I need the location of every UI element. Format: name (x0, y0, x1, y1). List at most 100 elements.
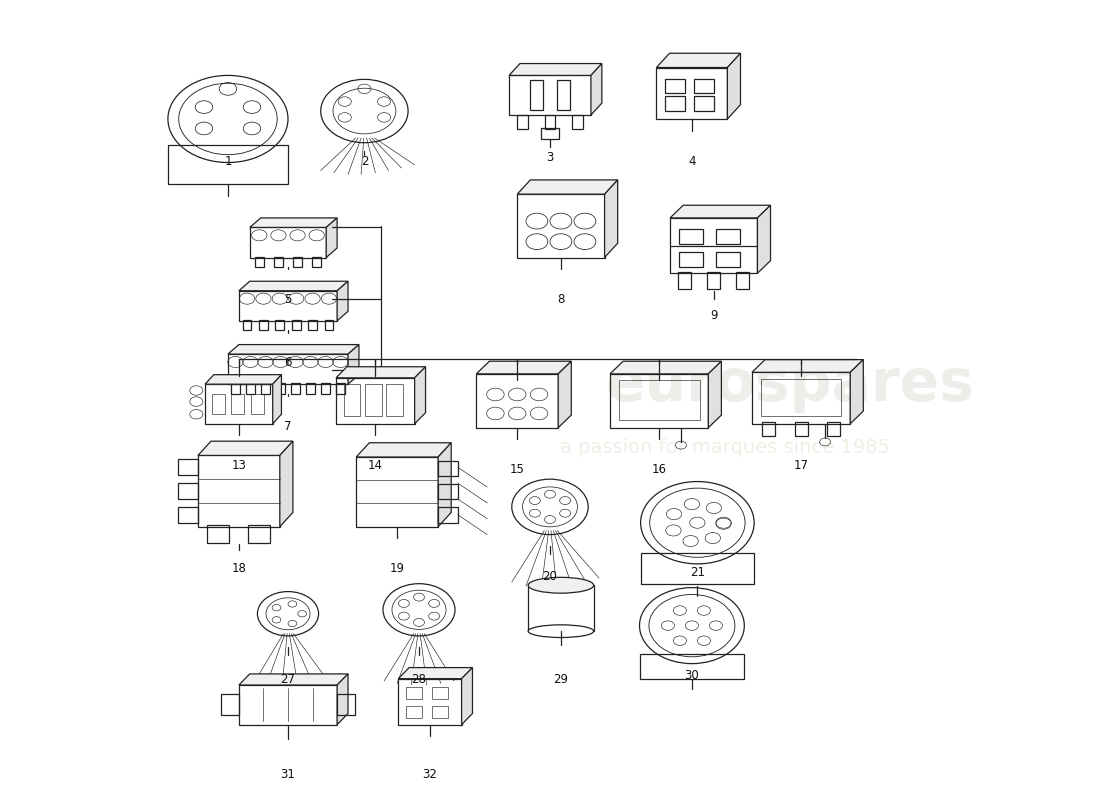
Polygon shape (415, 366, 426, 424)
Text: 28: 28 (411, 673, 427, 686)
Polygon shape (239, 282, 348, 290)
Bar (205, 384, 273, 424)
Bar (438, 461, 458, 476)
Bar (544, 115, 556, 130)
Text: 9: 9 (710, 309, 717, 322)
Text: 27: 27 (280, 673, 296, 686)
Bar (530, 80, 543, 110)
Polygon shape (356, 442, 451, 457)
Bar (178, 507, 198, 522)
Polygon shape (517, 180, 618, 194)
Bar (666, 96, 685, 111)
Polygon shape (250, 218, 337, 227)
Bar (438, 507, 458, 522)
Polygon shape (205, 374, 282, 384)
Text: 17: 17 (793, 459, 808, 472)
Bar (337, 694, 354, 715)
Bar (707, 272, 721, 289)
Bar (476, 374, 558, 428)
Bar (438, 484, 458, 499)
Bar (657, 67, 727, 119)
Circle shape (189, 397, 202, 406)
Bar (398, 678, 462, 725)
Bar (716, 252, 740, 267)
Bar (432, 706, 449, 718)
Bar (292, 320, 300, 330)
Text: 29: 29 (553, 673, 569, 686)
Bar (178, 483, 198, 499)
Text: 20: 20 (542, 570, 558, 583)
Text: 6: 6 (284, 357, 292, 370)
Text: eurospares: eurospares (606, 356, 975, 413)
Bar (572, 115, 583, 130)
Bar (794, 422, 807, 437)
Bar (249, 525, 271, 542)
Bar (312, 257, 321, 267)
Bar (292, 383, 300, 394)
Bar (231, 394, 244, 414)
Text: 19: 19 (389, 562, 405, 575)
Bar (541, 128, 559, 138)
Polygon shape (198, 441, 293, 455)
Text: 16: 16 (651, 463, 667, 476)
Text: 7: 7 (284, 420, 292, 433)
Bar (211, 394, 224, 414)
Polygon shape (727, 54, 740, 119)
Circle shape (189, 386, 202, 395)
Bar (221, 694, 239, 715)
Bar (694, 96, 714, 111)
Polygon shape (752, 360, 864, 372)
Bar (619, 380, 700, 420)
Polygon shape (438, 442, 451, 526)
Polygon shape (398, 667, 473, 678)
Text: 21: 21 (690, 566, 705, 579)
Polygon shape (348, 345, 359, 384)
Bar (239, 290, 337, 321)
Bar (246, 383, 255, 394)
Bar (762, 422, 774, 437)
Polygon shape (327, 218, 337, 258)
Text: 30: 30 (684, 669, 700, 682)
Bar (276, 383, 285, 394)
Text: 15: 15 (509, 463, 525, 476)
Bar (343, 384, 361, 416)
Polygon shape (279, 441, 293, 526)
Polygon shape (462, 667, 473, 725)
Bar (736, 272, 749, 289)
Text: 13: 13 (231, 459, 246, 472)
Text: 18: 18 (231, 562, 246, 575)
Bar (255, 257, 264, 267)
Bar (761, 378, 842, 416)
Bar (308, 320, 317, 330)
Polygon shape (336, 366, 426, 378)
Text: 32: 32 (422, 768, 438, 781)
Polygon shape (758, 206, 770, 274)
Bar (208, 525, 229, 542)
Bar (679, 229, 703, 244)
Text: 14: 14 (367, 459, 383, 472)
Polygon shape (337, 282, 348, 321)
Polygon shape (239, 674, 348, 685)
Bar (356, 457, 438, 526)
Polygon shape (591, 63, 602, 115)
Bar (386, 384, 403, 416)
Ellipse shape (528, 578, 594, 593)
Polygon shape (228, 345, 359, 354)
Circle shape (189, 410, 202, 419)
Bar (528, 586, 594, 631)
Bar (275, 320, 284, 330)
Bar (294, 257, 301, 267)
Bar (610, 374, 708, 428)
Bar (239, 685, 337, 725)
Bar (694, 78, 714, 94)
Polygon shape (476, 362, 571, 374)
Bar (666, 78, 685, 94)
Bar (678, 272, 691, 289)
Bar (509, 75, 591, 115)
Polygon shape (605, 180, 618, 258)
Bar (679, 252, 703, 267)
Bar (639, 654, 745, 679)
Polygon shape (708, 362, 722, 428)
Bar (670, 218, 758, 274)
Bar (557, 80, 570, 110)
